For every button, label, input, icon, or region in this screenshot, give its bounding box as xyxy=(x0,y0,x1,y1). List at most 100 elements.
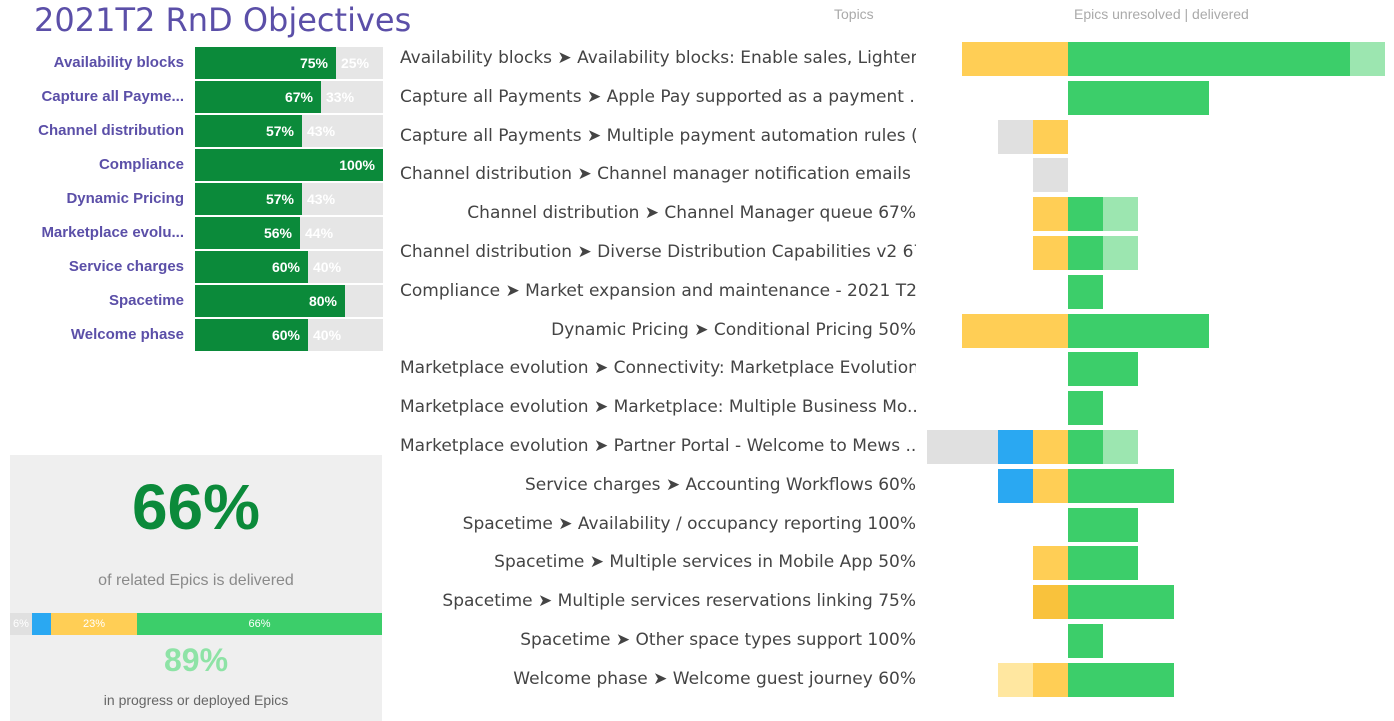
objective-bar: 75% 25% xyxy=(195,47,383,79)
objective-label: Dynamic Pricing xyxy=(66,190,184,207)
epic-bar-delivered xyxy=(1068,662,1174,697)
delivered-caption: of related Epics is delivered xyxy=(98,572,294,589)
epic-bar-delivered xyxy=(1068,42,1350,76)
epic-bar-delivered xyxy=(1068,546,1139,581)
epic-bar-deployed xyxy=(1032,662,1068,697)
objective-done-label: 57% xyxy=(265,191,294,207)
objective-remaining-label: 40% xyxy=(313,327,342,343)
topic-label: Marketplace evolution ➤ Partner Portal -… xyxy=(400,436,916,456)
topic-label: Channel distribution ➤ Channel Manager q… xyxy=(467,203,916,224)
objective-bar: 60% 40% xyxy=(195,251,383,283)
topic-label: Marketplace evolution ➤ Marketplace: Mul… xyxy=(400,397,916,418)
objective-done-label: 60% xyxy=(271,327,300,343)
topic-label: Dynamic Pricing ➤ Conditional Pricing 50… xyxy=(551,319,916,340)
epic-bar-delivered xyxy=(1068,585,1174,620)
objective-remaining-label: 25% xyxy=(341,55,370,71)
epic-bar-delivered xyxy=(1068,274,1104,309)
objective-done-label: 100% xyxy=(339,157,375,173)
topic-label: Channel distribution ➤ Diverse Distribut… xyxy=(400,242,916,262)
epic-bar-deployed xyxy=(1032,236,1068,270)
epic-bar-delivered xyxy=(1068,352,1139,387)
objective-bar: 57% 43% xyxy=(195,115,383,147)
epic-bar-delivered xyxy=(1068,507,1139,542)
topic-label: Spacetime ➤ Multiple services reservatio… xyxy=(442,591,916,612)
objective-label: Spacetime xyxy=(108,292,184,309)
epic-bar-in_progress xyxy=(997,468,1033,503)
objective-done-fill xyxy=(195,285,345,317)
progress-caption: in progress or deployed Epics xyxy=(103,692,289,708)
objective-label: Availability blocks xyxy=(53,54,184,71)
objective-bar: 56% 44% xyxy=(195,217,383,249)
objective-done-fill xyxy=(195,319,308,351)
epic-bar-delivered xyxy=(1068,430,1104,464)
topic-label: Service charges ➤ Accounting Workflows 6… xyxy=(524,474,916,495)
epic-bar-deployed xyxy=(962,42,1068,76)
objective-label: Welcome phase xyxy=(70,326,184,343)
epic-bar-deployed xyxy=(1032,468,1068,503)
objective-bar: 60% 40% xyxy=(195,319,383,351)
objective-done-fill xyxy=(195,47,336,79)
objective-done-fill xyxy=(195,81,321,113)
objective-done-fill xyxy=(195,251,308,283)
delivered-percentage: 66% xyxy=(131,471,261,543)
topic-label: Capture all Payments ➤ Multiple payment … xyxy=(400,125,916,146)
objective-done-fill xyxy=(195,115,302,147)
objective-done-label: 67% xyxy=(284,89,313,105)
page-title: 2021T2 RnD Objectives xyxy=(34,1,412,39)
epic-bar-deployed xyxy=(1032,585,1068,620)
objective-remaining-label: 40% xyxy=(313,259,342,275)
status-breakdown-bar: 6% 23% 66% xyxy=(10,613,382,635)
epic-bar-delivered xyxy=(1068,197,1104,232)
epic-bar-deployed xyxy=(1032,197,1068,232)
kpi-card xyxy=(10,455,382,615)
topic-label: Spacetime ➤ Availability / occupancy rep… xyxy=(462,513,916,534)
objective-label: Compliance xyxy=(98,156,184,173)
progress-card xyxy=(10,635,382,721)
epic-bar-unresolved xyxy=(927,430,998,464)
epic-bar-review xyxy=(997,662,1033,697)
epic-bar-delivered xyxy=(1068,624,1104,658)
objective-label: Channel distribution xyxy=(38,122,184,139)
objective-label: Capture all Payme... xyxy=(41,88,184,105)
objective-remaining-label: 33% xyxy=(326,89,355,105)
objective-remaining-label: 43% xyxy=(307,191,336,207)
topic-label: Availability blocks ➤ Availability block… xyxy=(400,48,916,68)
objective-bar: 100% xyxy=(195,149,383,181)
objective-done-fill xyxy=(195,149,383,181)
epic-bar-delivered_other xyxy=(1103,430,1139,464)
objective-done-fill xyxy=(195,217,300,249)
progress-percentage: 89% xyxy=(163,642,229,678)
epic-bar-unresolved xyxy=(1032,158,1068,193)
objective-done-label: 60% xyxy=(271,259,300,275)
topic-label: Welcome phase ➤ Welcome guest journey 60… xyxy=(513,668,916,689)
objective-done-label: 80% xyxy=(308,293,337,309)
epic-bar-unresolved xyxy=(997,119,1033,154)
topics-header: Topics xyxy=(834,6,874,22)
epic-bar-deployed xyxy=(1032,546,1068,581)
objective-done-label: 75% xyxy=(299,55,328,71)
breakdown-segment-delivered: 66% xyxy=(137,613,382,635)
objective-done-fill xyxy=(195,183,302,215)
objective-bar: 57% 43% xyxy=(195,183,383,215)
objective-label: Marketplace evolu... xyxy=(41,224,184,241)
topic-label: Capture all Payments ➤ Apple Pay support… xyxy=(400,86,916,107)
epic-bar-deployed xyxy=(1032,430,1068,464)
objective-bar: 80% xyxy=(195,285,383,317)
breakdown-segment-deployed: 23% xyxy=(51,613,137,635)
epic-bar-delivered xyxy=(1068,391,1104,426)
epic-bar-in_progress xyxy=(997,430,1033,464)
topic-label: Marketplace evolution ➤ Connectivity: Ma… xyxy=(400,358,916,379)
objective-remaining-label: 43% xyxy=(307,123,336,139)
topic-label: Channel distribution ➤ Channel manager n… xyxy=(400,164,916,185)
epic-bar-delivered xyxy=(1068,80,1209,115)
breakdown-segment-unresolved: 6% xyxy=(10,613,32,635)
objective-done-label: 57% xyxy=(265,123,294,139)
topic-label: Compliance ➤ Market expansion and mainte… xyxy=(400,280,916,301)
epic-bar-deployed xyxy=(962,313,1068,348)
epic-bar-delivered xyxy=(1068,313,1209,348)
breakdown-segment-in_progress xyxy=(32,613,51,635)
topic-label: Spacetime ➤ Other space types support 10… xyxy=(520,630,916,650)
epics-header: Epics unresolved | delivered xyxy=(1074,6,1249,22)
objective-bar: 67% 33% xyxy=(195,81,383,113)
epic-bar-delivered_other xyxy=(1103,236,1139,270)
